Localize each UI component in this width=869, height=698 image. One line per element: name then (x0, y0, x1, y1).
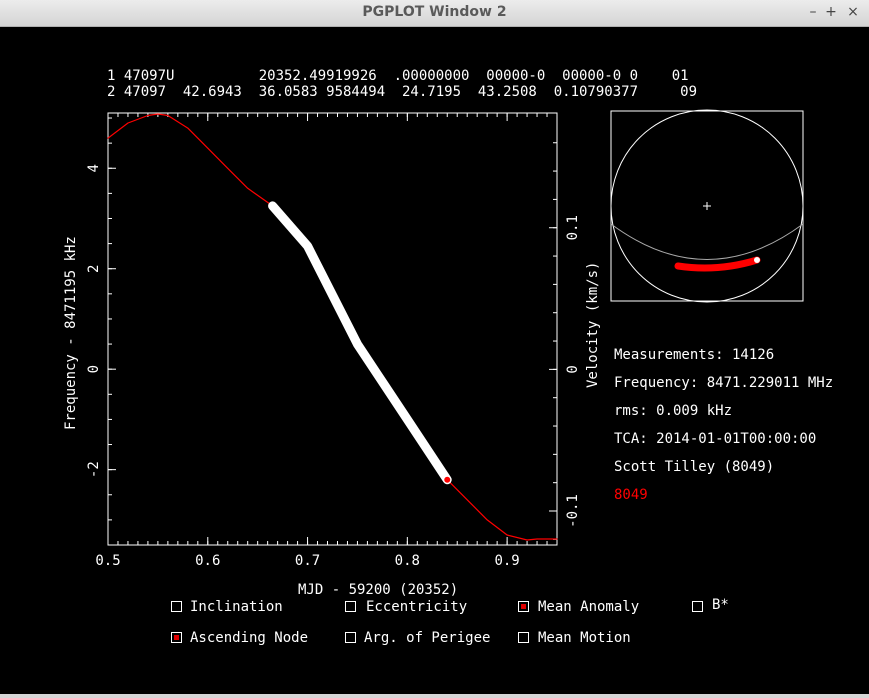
mean-anomaly-label: Mean Anomaly (538, 599, 640, 615)
inclination-checkbox[interactable] (171, 601, 182, 612)
y-axis-label: Frequency - 8471195 kHz (63, 236, 79, 430)
mean-motion-label: Mean Motion (538, 630, 631, 646)
frequency-value: Frequency: 8471.229011 MHz (614, 375, 833, 391)
y2-tick-label: 0 (565, 365, 581, 373)
minimize-button[interactable]: – (809, 4, 817, 20)
rms-value: rms: 0.009 kHz (614, 403, 732, 419)
y-tick-label: 0 (86, 365, 102, 373)
y2-tick-label: 0.1 (565, 215, 581, 240)
arg-of-perigee-label: Arg. of Perigee (364, 630, 491, 646)
y2-axis-label: Velocity (km/s) (585, 262, 601, 388)
x-tick-label: 0.6 (195, 553, 220, 569)
plot-canvas[interactable]: 1 47097U 20352.49919926 .00000000 00000-… (0, 27, 869, 694)
bstar-checkbox[interactable] (692, 601, 703, 612)
eccentricity-label: Eccentricity (366, 599, 468, 615)
x-tick-label: 0.9 (494, 553, 519, 569)
horizon-circle (610, 109, 804, 303)
arg-of-perigee-checkbox[interactable] (345, 632, 356, 643)
y-tick-label: -2 (86, 461, 102, 478)
mean-anomaly-checkbox[interactable] (518, 601, 529, 612)
x-tick-label: 0.7 (295, 553, 320, 569)
chart-frame (107, 112, 558, 546)
orbit-path (610, 223, 804, 260)
model-curve (107, 113, 558, 541)
tca-value: TCA: 2014-01-01T00:00:00 (614, 431, 816, 447)
plot-area[interactable]: 1 47097U 20352.49919926 .00000000 00000-… (0, 27, 869, 694)
title-bar[interactable]: PGPLOT Window 2 – + × (0, 0, 869, 27)
pass-end-marker (754, 257, 760, 263)
pass-track (674, 256, 761, 272)
selected-point-marker (443, 475, 452, 484)
eccentricity-checkbox[interactable] (345, 601, 356, 612)
site-id: 8049 (614, 487, 648, 503)
y-tick-label: 4 (86, 164, 102, 172)
maximize-button[interactable]: + (825, 4, 837, 20)
observer-name: Scott Tilley (8049) (614, 459, 774, 475)
sky-plot (610, 109, 804, 303)
tle-line-2: 2 47097 42.6943 36.0583 9584494 24.7195 … (107, 84, 697, 100)
x-tick-label: 0.5 (95, 553, 120, 569)
ascending-node-label: Ascending Node (190, 630, 309, 646)
mean-motion-checkbox[interactable] (518, 632, 529, 643)
x-axis-label: MJD - 59200 (20352) (298, 582, 458, 598)
close-button[interactable]: × (847, 4, 859, 20)
chart-series (107, 113, 558, 541)
inclination-label: Inclination (190, 599, 283, 615)
window-title: PGPLOT Window 2 (362, 4, 507, 20)
y-tick-label: 2 (86, 265, 102, 273)
y2-tick-label: -0.1 (565, 494, 581, 528)
measurement-points (268, 201, 452, 485)
bstar-label: B* (712, 597, 729, 613)
measurements-count: Measurements: 14126 (614, 347, 774, 363)
chart-ticks: 0.5 0.6 0.7 0.8 0.9 -2 0 2 4 -0.1 0 0.1 (86, 113, 581, 569)
x-tick-label: 0.8 (395, 553, 420, 569)
tle-line-1: 1 47097U 20352.49919926 .00000000 00000-… (107, 68, 689, 84)
ascending-node-checkbox[interactable] (171, 632, 182, 643)
